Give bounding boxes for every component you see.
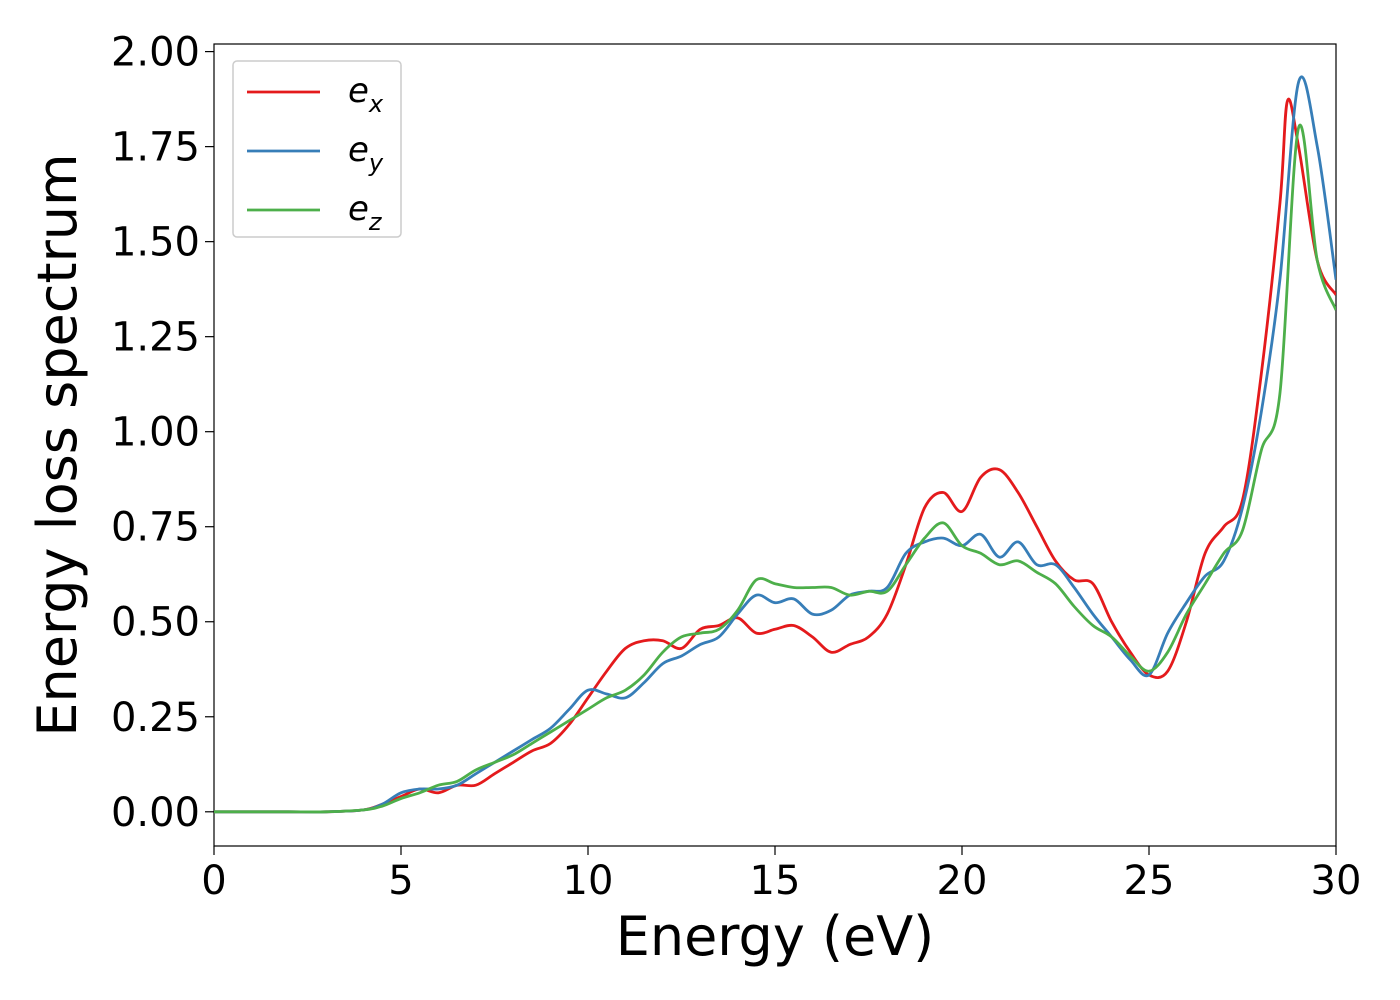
- y-axis-label: Energy loss spectrum: [26, 153, 89, 736]
- y-tick-label: 2.00: [111, 30, 200, 76]
- x-tick-label: 5: [388, 858, 413, 904]
- series-line-ey: [214, 75, 1336, 814]
- series-layer: [214, 75, 1336, 814]
- legend-label-subscript: y: [368, 149, 384, 177]
- y-tick-label: 0.50: [111, 600, 200, 646]
- x-axis-label: Energy (eV): [616, 905, 935, 968]
- legend-label-ex: ex: [348, 71, 384, 118]
- legend-label-ey: ey: [348, 130, 384, 177]
- x-tick-label: 0: [201, 858, 226, 904]
- x-axis: 0 5 10 15 20 25 30: [201, 846, 1361, 904]
- legend-label-subscript: x: [368, 90, 384, 118]
- x-tick-label: 15: [750, 858, 801, 904]
- y-tick-label: 0.25: [111, 695, 200, 741]
- y-tick-label: 1.25: [111, 315, 200, 361]
- series-line-ez: [214, 123, 1336, 814]
- legend-box: [232, 60, 402, 238]
- legend-label-base: e: [348, 130, 369, 170]
- legend-label-subscript: z: [368, 208, 383, 236]
- series-line-ex: [214, 97, 1336, 814]
- x-tick-label: 20: [937, 858, 988, 904]
- y-tick-label: 0.75: [111, 505, 200, 551]
- legend-label-base: e: [348, 71, 369, 111]
- y-tick-label: 1.50: [111, 220, 200, 266]
- y-axis: 0.00 0.25 0.50 0.75 1.00 1.25 1.50 1.75 2.00: [111, 30, 214, 836]
- legend-label-base: e: [348, 189, 369, 229]
- y-tick-label: 0.00: [111, 790, 200, 836]
- legend-label-ez: ez: [348, 189, 383, 236]
- x-tick-label: 30: [1311, 858, 1362, 904]
- x-tick-label: 10: [563, 858, 614, 904]
- x-tick-label: 25: [1124, 858, 1175, 904]
- y-tick-label: 1.00: [111, 410, 200, 456]
- y-tick-label: 1.75: [111, 125, 200, 171]
